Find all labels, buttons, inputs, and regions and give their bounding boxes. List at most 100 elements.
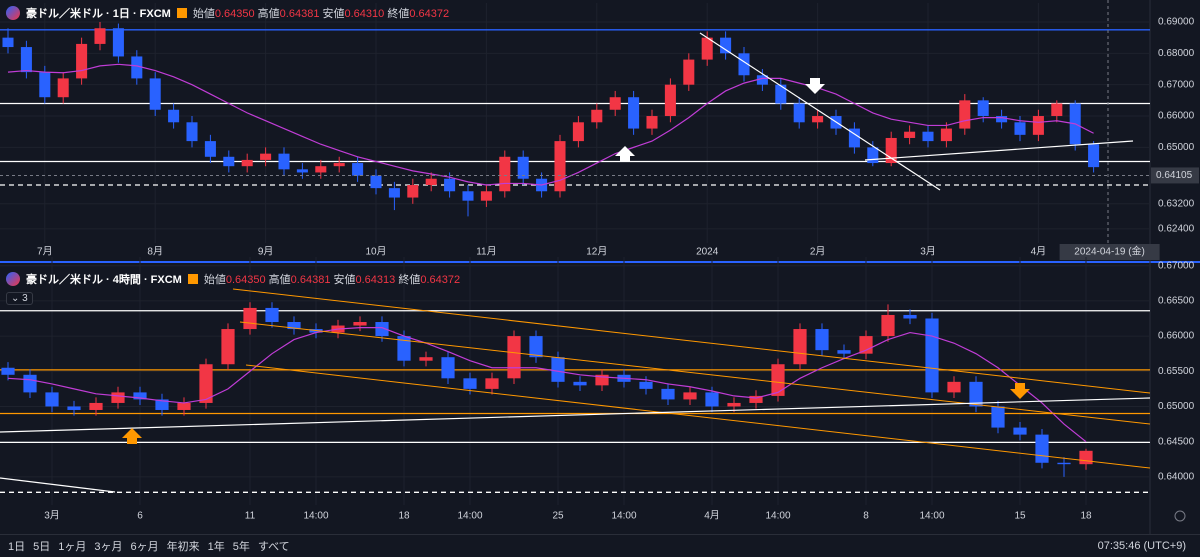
candle-body xyxy=(260,153,272,160)
candle-body xyxy=(131,56,143,79)
x-tick-label: 11 xyxy=(245,511,256,522)
x-tick-label: 14:00 xyxy=(303,511,328,522)
candle-body xyxy=(441,357,455,379)
candle-body xyxy=(57,78,69,98)
candle-body xyxy=(1057,462,1071,465)
candle-body xyxy=(848,128,860,148)
y-tick-label: 0.62400 xyxy=(1158,224,1195,235)
candle-body xyxy=(375,322,389,337)
crosshair-date: 2024-04-19 (金) xyxy=(1074,245,1145,258)
date-box xyxy=(1059,244,1160,260)
ohlc-value: 0.64372 xyxy=(420,274,461,286)
candle-body xyxy=(812,116,824,123)
x-tick-label: 2月 xyxy=(810,246,826,258)
x-tick-label: 14:00 xyxy=(457,511,482,522)
clock: 07:35:46 (UTC+9) xyxy=(1097,540,1186,552)
candle-body xyxy=(76,43,88,79)
x-tick-label: 3月 xyxy=(44,510,60,522)
candle-body xyxy=(419,357,433,361)
candle-body xyxy=(701,37,713,60)
crosshair-price: 0.64105 xyxy=(1156,170,1193,181)
candle-body xyxy=(425,178,437,185)
range-button[interactable]: 1ヶ月 xyxy=(58,541,87,553)
y-tick-label: 0.66500 xyxy=(1158,296,1195,307)
x-tick-label: 4月 xyxy=(1031,246,1047,258)
symbol: 豪ドル／米ドル · 4時間 · FXCM xyxy=(26,274,182,286)
candle-body xyxy=(287,322,301,330)
candle-body xyxy=(2,37,14,48)
y-tick-label: 0.63200 xyxy=(1158,198,1195,209)
candle-body xyxy=(499,156,511,192)
indicator-toggle[interactable]: ⌄ 3 xyxy=(6,292,33,305)
x-tick-label: 9月 xyxy=(258,246,274,258)
candle-body xyxy=(352,163,364,176)
y-tick-label: 0.66000 xyxy=(1158,331,1195,342)
candle-body xyxy=(370,175,382,189)
candle-body xyxy=(756,75,768,85)
y-tick-label: 0.69000 xyxy=(1158,17,1195,28)
candle-body xyxy=(922,131,934,142)
x-tick-label: 6 xyxy=(137,511,143,522)
price-box xyxy=(1151,167,1199,184)
candle-body xyxy=(186,122,198,142)
ohlc-value: 0.64381 xyxy=(290,274,331,286)
ohlc-name: 安値 xyxy=(333,274,356,286)
range-button[interactable]: 5日 xyxy=(33,541,51,553)
candle-body xyxy=(507,336,521,379)
x-tick-label: 8 xyxy=(863,511,869,522)
candle-body xyxy=(661,388,675,400)
range-button[interactable]: すべて xyxy=(257,541,290,553)
candle-body xyxy=(646,116,658,129)
candle-body xyxy=(727,402,741,407)
x-tick-label: 14:00 xyxy=(765,511,790,522)
x-tick-label: 4月 xyxy=(704,510,720,522)
x-tick-label: 12月 xyxy=(586,246,607,258)
ohlc-name: 高値 xyxy=(257,8,280,20)
range-button[interactable]: 5年 xyxy=(232,541,250,553)
indicator-count: 3 xyxy=(22,293,28,304)
ohlc-name: 終値 xyxy=(387,8,410,20)
candle-body xyxy=(463,378,477,389)
candle-body xyxy=(959,100,971,129)
candle-body xyxy=(168,109,180,123)
candle-body xyxy=(296,169,308,173)
candle-body xyxy=(397,336,411,361)
legend: 豪ドル／米ドル · 4時間 · FXCM 始値0.64350 高値0.64381 … xyxy=(6,271,460,287)
range-button[interactable]: 3ヶ月 xyxy=(94,541,123,553)
x-tick-label: 3月 xyxy=(920,246,936,258)
y-tick-label: 0.66000 xyxy=(1158,111,1195,122)
ohlc-value: 0.64372 xyxy=(409,8,450,20)
candle-body xyxy=(1014,122,1026,135)
candle-body xyxy=(199,364,213,403)
candle-body xyxy=(705,392,719,407)
candle-body xyxy=(859,336,873,354)
candle-body xyxy=(517,156,529,179)
candle-body xyxy=(977,100,989,117)
candle-body xyxy=(177,402,191,410)
candle-body xyxy=(738,53,750,76)
candle-body xyxy=(67,406,81,410)
candle-body xyxy=(1088,144,1100,168)
candle-body xyxy=(462,191,474,201)
ohlc-value: 0.64313 xyxy=(355,274,396,286)
background xyxy=(0,0,1200,534)
candle-body xyxy=(94,28,106,44)
x-tick-label: 18 xyxy=(398,511,410,522)
candle-body xyxy=(89,402,103,410)
candle-body xyxy=(749,395,763,403)
ohlc-value: 0.64350 xyxy=(214,8,255,20)
range-button[interactable]: 1日 xyxy=(8,541,26,553)
candle-body xyxy=(609,97,621,110)
candle-body xyxy=(20,47,32,73)
candle-body xyxy=(1,367,15,375)
range-button[interactable]: 6ヶ月 xyxy=(130,541,159,553)
range-button[interactable]: 年初来 xyxy=(166,541,200,553)
y-tick-label: 0.67000 xyxy=(1158,260,1195,271)
candle-body xyxy=(867,147,879,164)
x-tick-label: 11月 xyxy=(476,246,496,258)
candle-body xyxy=(881,314,895,337)
candle-body xyxy=(444,178,456,192)
range-button[interactable]: 1年 xyxy=(207,541,225,553)
candle-body xyxy=(1013,427,1027,435)
